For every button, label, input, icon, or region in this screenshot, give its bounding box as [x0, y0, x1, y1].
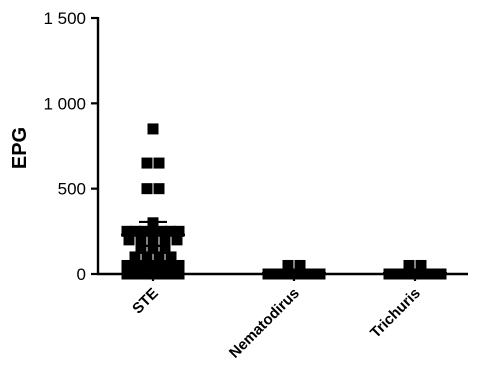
data-point: [156, 268, 168, 280]
data-point: [127, 268, 139, 280]
data-point: [147, 242, 159, 254]
data-point: [173, 268, 185, 280]
data-point: [294, 259, 306, 271]
data-point: [123, 234, 135, 246]
data-point: [138, 268, 150, 280]
data-point: [147, 123, 159, 135]
data-point: [131, 259, 143, 271]
data-point: [173, 259, 185, 271]
data-point: [415, 259, 427, 271]
data-point: [282, 259, 294, 271]
y-tick-label: 500: [58, 180, 86, 199]
data-point: [135, 234, 147, 246]
data-point: [121, 259, 133, 271]
data-point: [156, 225, 168, 237]
data-point: [121, 225, 133, 237]
y-axis-title: EPG: [9, 127, 31, 169]
data-point: [167, 268, 179, 280]
data-point: [121, 268, 133, 280]
data-point: [133, 268, 145, 280]
plot-area: 0 500 1 000 1 500 EPG STE Nematodirus Trichuris: [9, 9, 468, 362]
x-tick-label: Trichuris: [367, 285, 424, 342]
data-point: [171, 234, 183, 246]
data-point: [159, 234, 171, 246]
data-point: [141, 251, 153, 263]
x-tick-label: Nematodirus: [226, 285, 303, 362]
data-point: [129, 251, 141, 263]
data-point: [153, 157, 165, 169]
data-point: [141, 157, 153, 169]
data-point: [130, 225, 142, 237]
data-point: [161, 268, 173, 280]
y-tick-label: 1 000: [43, 94, 86, 113]
data-point: [150, 268, 162, 280]
data-point: [153, 183, 165, 195]
x-tick-label: STE: [129, 285, 162, 318]
data-point: [163, 259, 175, 271]
data-point: [144, 268, 156, 280]
data-point: [159, 242, 171, 254]
data-point: [165, 251, 177, 263]
data-point: [152, 259, 164, 271]
y-tick-label: 0: [77, 265, 86, 284]
y-tick-label: 1 500: [43, 9, 86, 28]
data-point: [135, 242, 147, 254]
data-point: [138, 225, 150, 237]
data-point: [153, 251, 165, 263]
data-point: [164, 225, 176, 237]
data-point: [142, 259, 154, 271]
data-point: [141, 183, 153, 195]
data-point: [173, 225, 185, 237]
data-point: [403, 259, 415, 271]
